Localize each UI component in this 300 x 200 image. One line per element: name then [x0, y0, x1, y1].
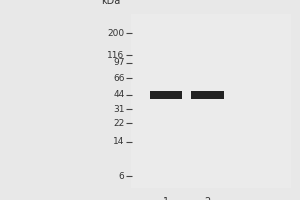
Text: 22: 22	[113, 119, 124, 128]
Text: 14: 14	[113, 137, 124, 146]
Text: 1: 1	[163, 197, 169, 200]
Text: 2: 2	[204, 197, 211, 200]
Bar	[191, 91, 224, 99]
Text: 66: 66	[113, 74, 124, 83]
Bar	[130, 14, 291, 188]
Text: 6: 6	[119, 172, 124, 181]
Text: 116: 116	[107, 51, 124, 60]
Text: 97: 97	[113, 58, 124, 67]
Text: 31: 31	[113, 105, 124, 114]
Bar	[150, 91, 182, 99]
Text: 44: 44	[113, 90, 124, 99]
Text: 200: 200	[107, 29, 124, 38]
Text: kDa: kDa	[101, 0, 120, 6]
